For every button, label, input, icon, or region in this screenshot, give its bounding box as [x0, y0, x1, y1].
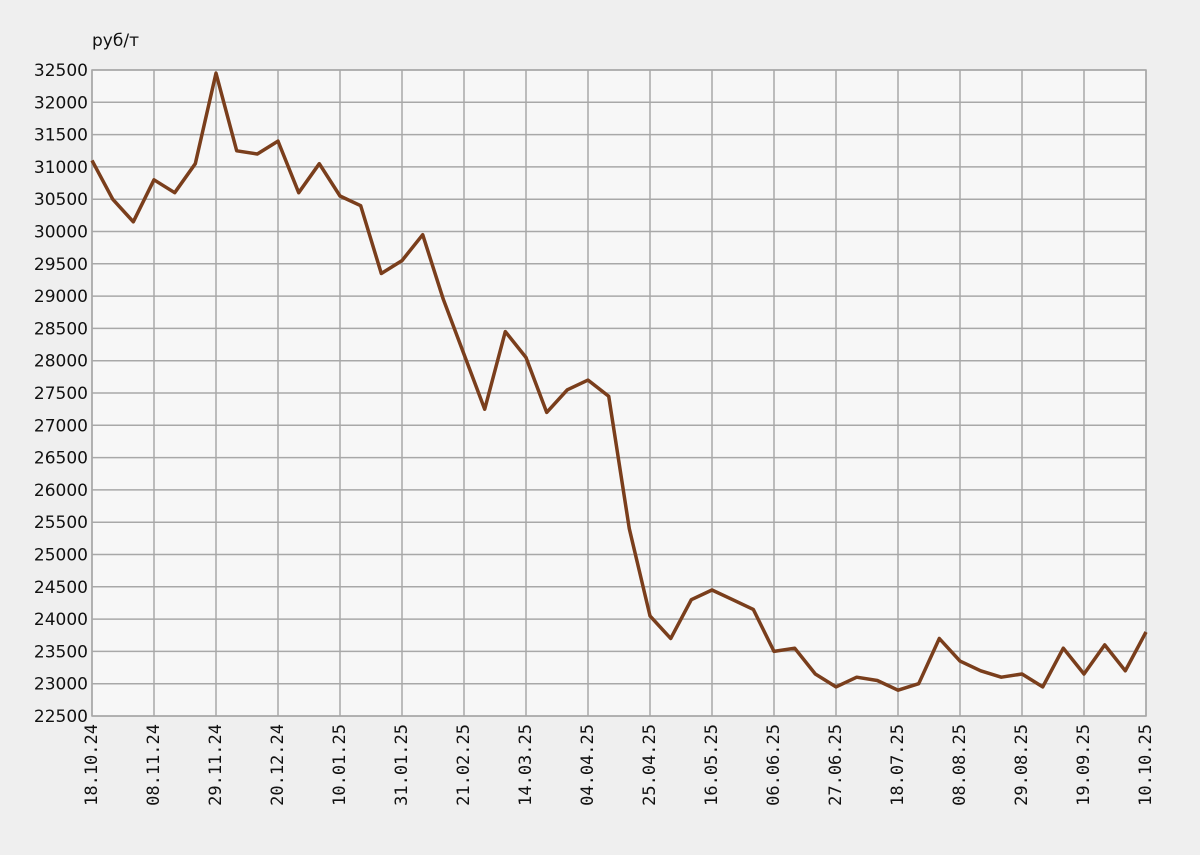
x-tick-label: 04.04.25	[578, 724, 598, 806]
y-tick-label: 25000	[34, 546, 88, 566]
y-tick-label: 22500	[34, 707, 88, 727]
x-tick-label: 25.04.25	[640, 724, 660, 806]
x-tick-label: 10.01.25	[330, 724, 350, 806]
y-tick-label: 23000	[34, 675, 88, 695]
x-tick-label: 08.08.25	[950, 724, 970, 806]
y-axis-label: руб/т	[92, 31, 139, 51]
y-tick-label: 30500	[34, 190, 88, 210]
x-tick-label: 31.01.25	[392, 724, 412, 806]
y-tick-label: 28000	[34, 352, 88, 372]
x-tick-label: 18.07.25	[888, 724, 908, 806]
x-tick-label: 20.12.24	[268, 724, 288, 806]
y-tick-label: 31500	[34, 126, 88, 146]
x-tick-label: 29.11.24	[206, 724, 226, 806]
y-tick-label: 26000	[34, 481, 88, 501]
x-tick-label: 18.10.24	[82, 724, 102, 806]
x-tick-label: 16.05.25	[702, 724, 722, 806]
x-tick-label: 21.02.25	[454, 724, 474, 806]
line	[90, 71, 1148, 692]
y-tick-label: 31000	[34, 158, 88, 178]
y-tick-label: 29000	[34, 287, 88, 307]
y-tick-label: 26500	[34, 449, 88, 469]
y-tick-label: 23500	[34, 642, 88, 662]
y-tick-label: 30000	[34, 223, 88, 243]
x-tick-label: 27.06.25	[826, 724, 846, 806]
y-tick-label: 28500	[34, 319, 88, 339]
y-tick-label: 25500	[34, 513, 88, 533]
x-tick-label: 08.11.24	[144, 724, 164, 806]
x-tick-label: 29.08.25	[1012, 724, 1032, 806]
y-tick-label: 27000	[34, 416, 88, 436]
x-tick-label: 10.10.25	[1136, 724, 1156, 806]
y-tick-label: 32500	[34, 61, 88, 81]
x-tick-label: 14.03.25	[516, 724, 536, 806]
y-tick-label: 24000	[34, 610, 88, 630]
x-tick-label: 06.06.25	[764, 724, 784, 806]
y-tick-label: 27500	[34, 384, 88, 404]
y-tick-label: 29500	[34, 255, 88, 275]
y-tick-label: 24500	[34, 578, 88, 598]
y-tick-label: 32000	[34, 93, 88, 113]
plot-border	[91, 69, 1147, 717]
x-tick-label: 19.09.25	[1074, 724, 1094, 806]
